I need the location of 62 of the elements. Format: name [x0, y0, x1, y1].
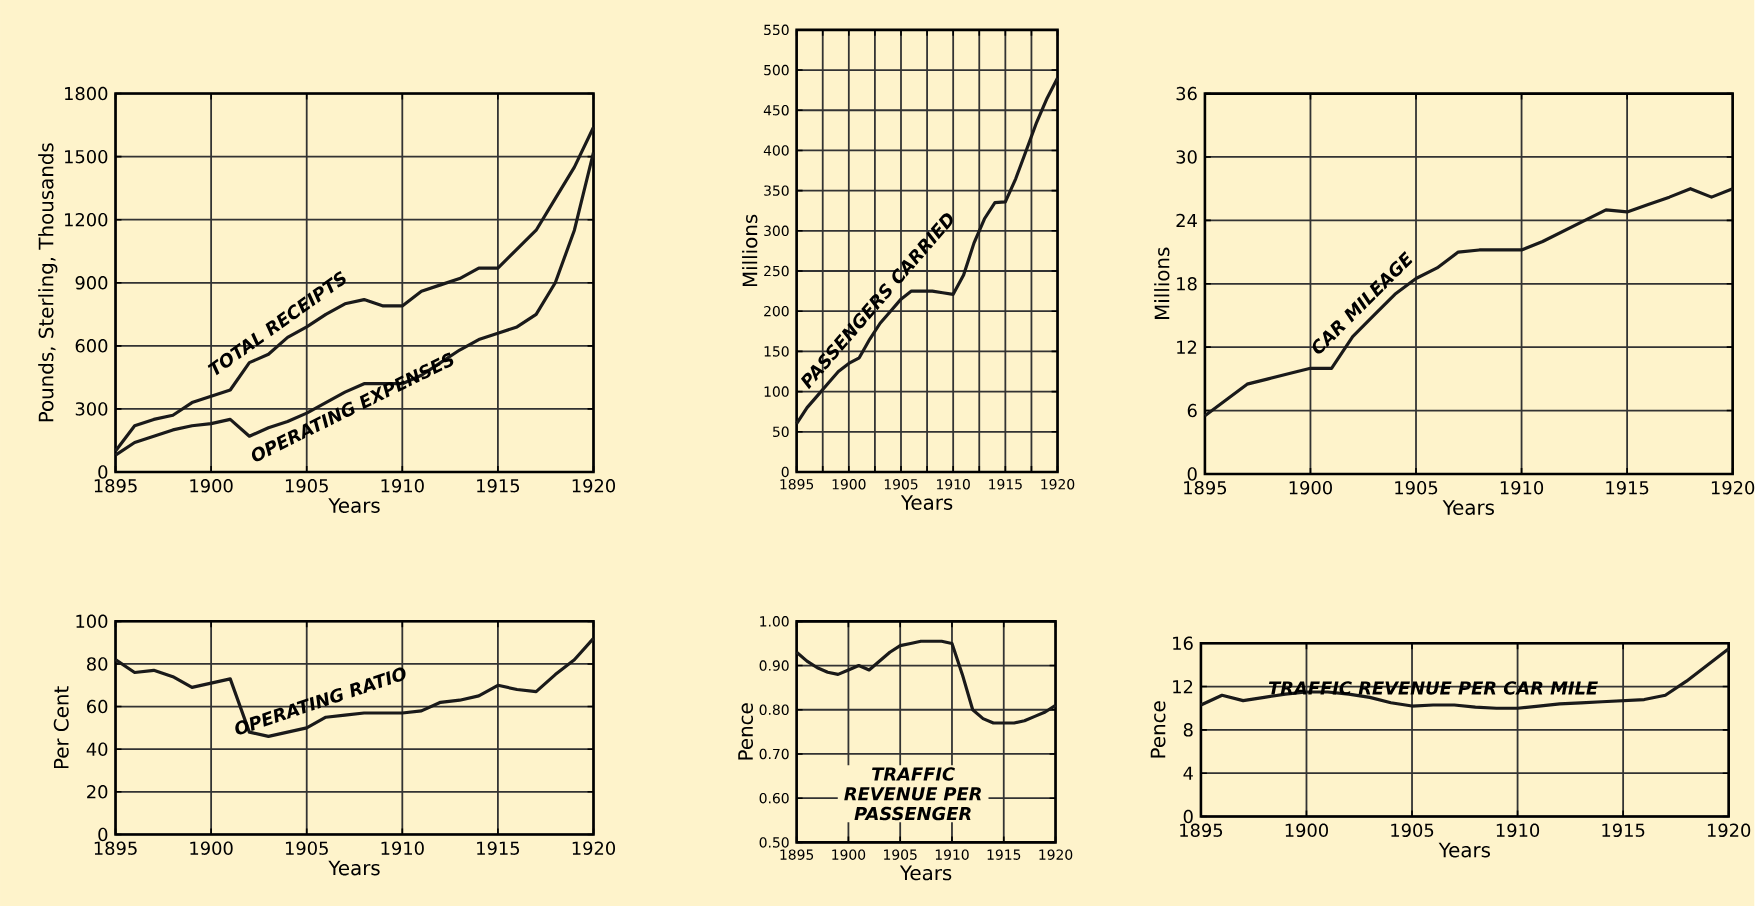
y-tick-label: 8	[1183, 723, 1193, 737]
x-tick-label: 1895	[94, 478, 137, 493]
x-tick-label: 1895	[94, 841, 137, 855]
x-tick-label: 1900	[1285, 823, 1328, 837]
y-tick-label: 12	[1173, 679, 1193, 694]
y-tick-label: 0	[1183, 809, 1193, 824]
y-axis-title: Pence	[738, 703, 754, 760]
x-tick-label: 1895	[1184, 480, 1227, 495]
x-axis-title: Years	[900, 495, 953, 510]
x-tick-label: 1900	[1289, 480, 1332, 495]
y-tick-label: 6	[1187, 403, 1197, 418]
y-tick-label: 300	[75, 402, 108, 416]
y-tick-label: 20	[87, 784, 108, 799]
x-tick-label: 1900	[190, 841, 233, 855]
y-axis-title: Millions	[742, 214, 758, 286]
y-axis-title: Pence	[1150, 701, 1166, 758]
x-tick-label: 1920	[1707, 823, 1751, 837]
y-axis-title: Per Cent	[53, 686, 69, 769]
x-axis-title: Years	[328, 498, 380, 513]
x-tick-label: 1895	[1180, 823, 1223, 837]
x-tick-label: 1905	[1395, 480, 1438, 495]
y-axis-title: Millions	[1154, 247, 1170, 319]
y-tick-label: 4	[1183, 766, 1193, 780]
y-tick-label: 30	[1176, 150, 1197, 164]
x-tick-label: 1920	[1711, 480, 1755, 495]
x-tick-label: 1905	[1391, 823, 1434, 837]
x-tick-label: 1920	[572, 478, 616, 493]
y-tick-label: 1500	[65, 149, 108, 164]
y-tick-label: 100	[76, 614, 108, 629]
y-tick-label: 1800	[65, 86, 108, 101]
x-axis-title: Years	[899, 865, 952, 881]
x-tick-label: 1910	[381, 478, 424, 493]
x-tick-label: 1910	[1496, 823, 1540, 837]
x-axis-title: Years	[1442, 500, 1494, 515]
y-tick-label: 80	[87, 657, 108, 671]
y-tick-label: 24	[1176, 213, 1197, 227]
y-tick-label: 36	[1176, 86, 1197, 101]
x-axis-title: Years	[1438, 842, 1491, 858]
x-tick-label: 1900	[190, 478, 233, 493]
text: TRAFFIC REVENUE PER PASSENGER	[844, 767, 981, 821]
x-tick-label: 1915	[477, 841, 520, 855]
y-tick-label: 1200	[65, 212, 108, 227]
x-tick-label: 1915	[1602, 823, 1645, 837]
y-tick-label: 16	[1173, 636, 1193, 650]
x-tick-label: 1915	[477, 478, 520, 493]
y-tick-label: 0	[98, 827, 108, 842]
x-axis-title: Years	[328, 860, 380, 876]
x-tick-label: 1905	[285, 478, 328, 493]
y-tick-label: 60	[87, 699, 108, 714]
y-tick-label: 40	[86, 742, 108, 756]
y-tick-label: 12	[1177, 340, 1197, 354]
x-tick-label: 1905	[285, 841, 328, 855]
x-tick-label: 1910	[381, 841, 424, 855]
y-tick-label: 18	[1177, 276, 1197, 291]
y-tick-label: 0	[98, 465, 108, 479]
x-tick-label: 1915	[1606, 480, 1649, 495]
y-axis-title: Pounds, Sterling, Thousands	[38, 143, 58, 422]
x-tick-label: 1920	[572, 841, 616, 855]
y-tick-label: 600	[75, 339, 108, 353]
y-tick-label: 0	[1187, 467, 1197, 481]
y-tick-label: 900	[75, 275, 108, 290]
x-tick-label: 1910	[1500, 480, 1544, 495]
